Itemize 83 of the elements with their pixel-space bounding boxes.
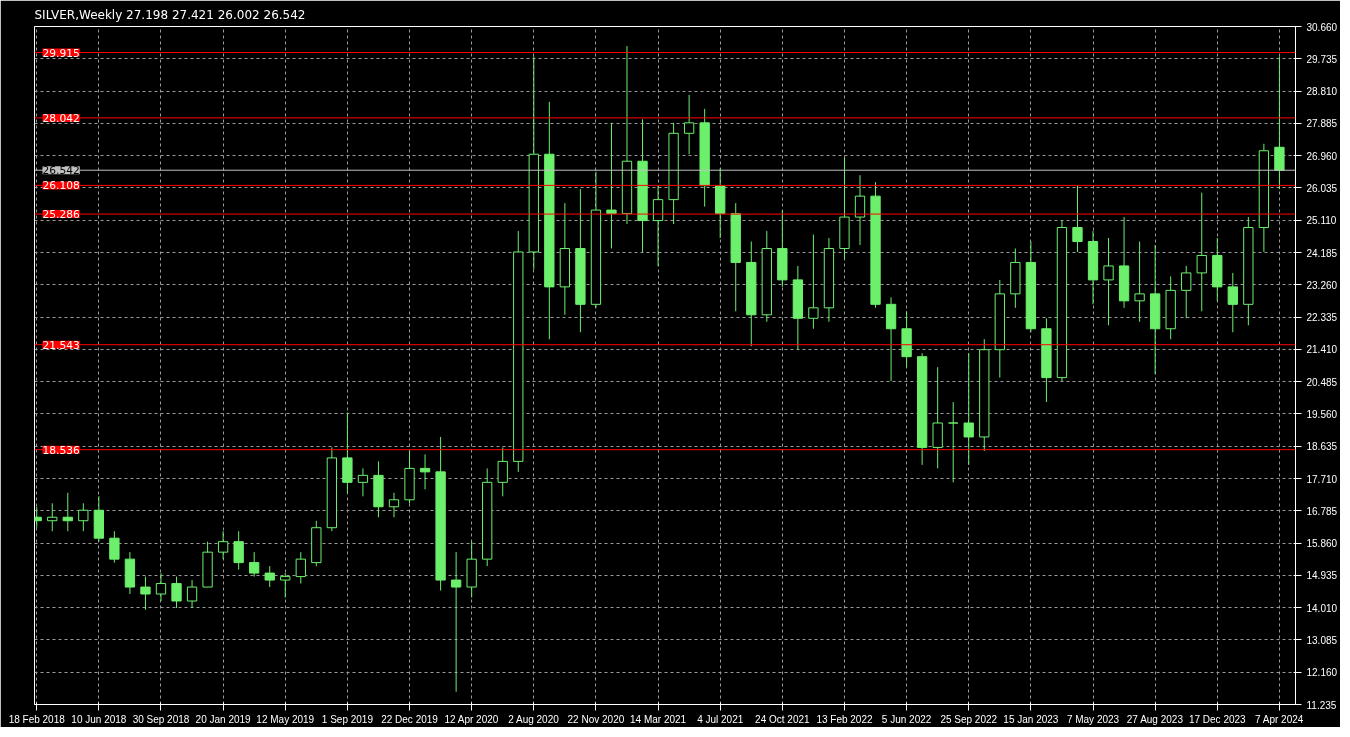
y-tick-label: 16.785 <box>1306 505 1338 517</box>
y-tick-label: 11.235 <box>1306 699 1337 711</box>
candlestick <box>295 551 306 585</box>
candlestick <box>62 492 73 532</box>
ref-line-label: 28.042 <box>42 111 80 125</box>
candlestick <box>1134 241 1145 323</box>
y-tick-label: 28.810 <box>1306 86 1338 98</box>
candlestick <box>171 576 182 609</box>
candlestick <box>450 551 462 693</box>
candlestick <box>109 530 120 564</box>
y-tick-label: 23.260 <box>1306 279 1338 291</box>
y-tick-label: 20.485 <box>1306 376 1338 388</box>
y-tick-label: 18.635 <box>1306 441 1338 453</box>
y-tick-label: 14.010 <box>1306 602 1338 614</box>
x-tick-label: 30 Sep 2018 <box>132 713 190 725</box>
y-tick-label: 27.885 <box>1306 118 1338 130</box>
candlestick <box>78 502 89 532</box>
y-tick-label: 26.960 <box>1306 150 1338 162</box>
y-tick-label: 15.860 <box>1306 538 1338 550</box>
candlestick <box>497 446 508 497</box>
candlestick <box>140 576 151 611</box>
candlestick <box>606 122 617 249</box>
candlestick <box>1181 265 1192 319</box>
candlestick <box>280 572 291 599</box>
x-tick-label: 18 Feb 2018 <box>8 713 66 725</box>
y-tick-label: 17.710 <box>1306 473 1338 485</box>
y-tick-label: 30.660 <box>1306 21 1338 33</box>
candlestick <box>1274 56 1285 190</box>
y-tick-label: 21.410 <box>1306 344 1338 356</box>
ref-line-label: 18.536 <box>42 443 81 457</box>
candlestick <box>388 492 400 518</box>
x-tick-label: 20 Jan 2019 <box>195 713 252 725</box>
y-tick-label: 24.185 <box>1306 247 1338 259</box>
y-tick-label: 14.935 <box>1306 570 1338 582</box>
x-tick-label: 12 Apr 2020 <box>444 713 499 725</box>
y-tick-label: 26.035 <box>1306 182 1338 194</box>
x-tick-label: 17 Dec 2023 <box>1188 713 1247 725</box>
x-tick-label: 4 Jul 2021 <box>697 713 744 725</box>
x-tick-label: 10 Jun 2018 <box>71 713 127 725</box>
x-tick-label: 25 Sep 2022 <box>940 713 998 725</box>
candlestick <box>1103 237 1114 326</box>
candlestick <box>217 530 229 560</box>
x-tick-label: 7 Apr 2024 <box>1254 713 1304 725</box>
x-tick-label: 7 May 2023 <box>1066 713 1120 725</box>
x-tick-label: 24 Oct 2021 <box>755 713 811 725</box>
candlestick <box>264 565 275 588</box>
candlestick <box>357 467 369 497</box>
y-tick-label: 13.085 <box>1306 634 1338 646</box>
candlestick <box>233 530 244 571</box>
chart-title: SILVER,Weekly 27.198 27.421 26.002 26.542 <box>34 7 306 22</box>
ref-line-label: 21.543 <box>42 338 80 352</box>
candlestick <box>948 401 959 483</box>
ref-line-label: 25.286 <box>42 208 81 222</box>
x-tick-label: 5 Jun 2022 <box>881 713 932 725</box>
x-tick-label: 22 Dec 2019 <box>381 713 439 725</box>
candlestick <box>186 579 198 609</box>
candlestick <box>419 453 431 490</box>
candlestick <box>1227 272 1238 333</box>
x-tick-label: 27 Aug 2023 <box>1126 713 1184 725</box>
ref-line-label: 26.542 <box>42 164 80 178</box>
y-tick-label: 25.110 <box>1306 215 1337 227</box>
candlestick <box>854 174 866 246</box>
y-tick-label: 22.335 <box>1306 312 1338 324</box>
candlestick <box>47 502 58 532</box>
y-tick-label: 29.735 <box>1306 53 1338 65</box>
candlestick <box>683 94 695 155</box>
x-tick-label: 14 Mar 2021 <box>629 713 687 725</box>
ref-line-label: 29.915 <box>42 46 80 60</box>
y-tick-label: 12.160 <box>1306 667 1338 679</box>
x-tick-label: 1 Sep 2019 <box>321 713 374 725</box>
x-tick-label: 22 Nov 2020 <box>567 713 625 725</box>
candlestick <box>808 234 819 330</box>
x-tick-label: 2 Aug 2020 <box>508 713 560 725</box>
candlestick <box>1072 185 1083 253</box>
candlestick <box>249 551 260 578</box>
x-tick-label: 12 May 2019 <box>256 713 315 725</box>
ref-line-label: 26.108 <box>42 179 81 193</box>
x-tick-label: 13 Feb 2022 <box>816 713 873 725</box>
y-tick-label: 19.560 <box>1306 408 1338 420</box>
candlestick <box>155 572 167 602</box>
candlestick <box>1196 192 1207 312</box>
x-tick-label: 15 Jan 2023 <box>1003 713 1059 725</box>
candlestick <box>963 352 974 466</box>
